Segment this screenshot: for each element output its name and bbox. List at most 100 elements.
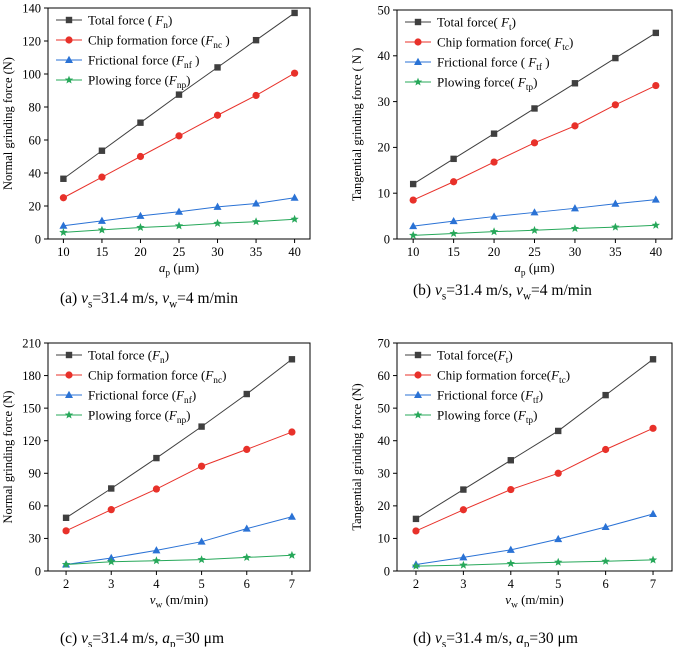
data-point-friction [611,199,620,207]
x-tick-label: 4 [508,577,515,591]
data-point-total [137,119,144,126]
data-point-chip [602,445,610,454]
legend-marker-total [414,351,422,359]
legend-label-plow: Plowing force (Fnp​) [88,73,191,92]
data-point-chip [611,101,619,109]
legend-marker-friction [414,57,422,65]
data-point-total [531,105,538,112]
data-point-friction [197,537,206,545]
data-point-total [460,486,467,493]
y-tick-label: 10 [378,532,391,546]
data-point-friction [530,208,539,216]
data-point-total [243,390,250,398]
x-tick-label: 3 [108,577,114,591]
data-point-friction [506,545,515,553]
y-tick-label: 60 [378,369,391,383]
data-point-chip [213,111,222,119]
legend-label-friction: Frictional force (Ftf​) [437,388,543,407]
data-point-total [198,423,205,430]
series-line-total [415,358,654,520]
caption-d: (d) vs​=31.4 m/s, ap​=30 μm [413,630,578,647]
y-tick-label: 20 [29,199,42,213]
caption-b: (b) vs​=31.4 m/s, vw​=4 m/min [413,282,592,302]
data-point-total [612,54,619,62]
plot-frame [396,342,673,572]
data-point-chip [136,152,145,161]
y-tick-label: 40 [378,434,391,448]
legend-marker-friction [65,55,73,63]
x-tick-label: 30 [569,245,582,259]
y-tick-label: 30 [29,532,42,546]
legend-marker-plow [64,410,74,419]
y-tick-label: 0 [35,564,41,578]
data-point-plow [287,550,297,559]
legend-label-chip: Chip formation force (Fnc​ ) [88,33,230,52]
y-axis-label: Tangential grinding force ( N ) [350,48,364,202]
data-point-friction [107,553,116,561]
x-tick-label: 40 [650,245,663,259]
legend-label-plow: Plowing force( Ftp​) [437,75,537,94]
data-point-total [214,64,221,71]
data-point-chip [490,158,498,166]
data-point-friction [252,199,261,207]
data-point-total [252,36,260,44]
data-point-chip [530,139,539,147]
legend-label-friction: Frictional force (Fnf​ ) [88,53,199,72]
data-point-chip [652,81,660,90]
data-point-total [288,356,296,363]
data-point-plow [97,225,107,234]
x-tick-label: 15 [96,245,109,259]
data-point-plow [174,221,184,230]
series-plow [411,555,658,570]
data-point-chip [450,178,458,186]
y-tick-label: 0 [384,564,390,578]
data-point-plow [651,220,661,229]
data-point-friction [554,534,563,543]
legend-label-total: Total force(Ft​) [437,348,513,367]
data-point-friction [570,204,579,212]
data-point-chip [252,91,260,100]
caption-c: (c) vs​=31.4 m/s, ap​=30 μm [60,630,224,647]
y-tick-label: 50 [378,401,391,415]
data-point-plow [251,217,261,226]
x-tick-label: 2 [413,577,419,591]
x-tick-label: 15 [447,245,460,259]
data-point-friction [449,216,458,225]
y-tick-label: 10 [378,187,391,201]
y-tick-label: 60 [29,133,42,147]
data-point-plow [554,557,563,566]
data-point-total [175,91,183,98]
data-point-plow [449,229,458,238]
legend-label-plow: Plowing force (Ftp​) [437,408,537,427]
legend: Total force (Fn​)Chip formation force (F… [56,348,226,426]
x-axis-label: vw​ (m/min) [150,592,208,611]
x-tick-label: 3 [460,577,466,591]
y-tick-label: 210 [22,336,41,350]
legend-marker-chip [65,36,73,44]
series-total [62,356,296,521]
legend-marker-friction [414,390,422,398]
data-point-plow [152,556,161,565]
x-tick-label: 40 [288,245,301,259]
data-point-plow [489,227,499,236]
data-point-chip [62,527,70,535]
x-tick-label: 10 [57,245,70,259]
x-tick-label: 6 [244,577,250,591]
series-friction [59,193,299,229]
data-point-chip [152,485,161,493]
y-tick-label: 90 [29,467,42,481]
data-point-chip [290,69,299,77]
y-tick-label: 20 [378,499,391,513]
legend-marker-plow [64,75,74,84]
series-friction [409,195,660,230]
y-tick-label: 120 [22,434,41,448]
data-point-friction [242,524,251,532]
x-tick-label: 25 [173,245,186,259]
x-tick-label: 20 [488,245,501,259]
data-point-chip [554,469,562,477]
legend-marker-plow [413,410,423,419]
data-point-friction [152,546,161,554]
series-line-plow [415,559,654,567]
legend-label-total: Total force( Ft​) [437,15,516,34]
